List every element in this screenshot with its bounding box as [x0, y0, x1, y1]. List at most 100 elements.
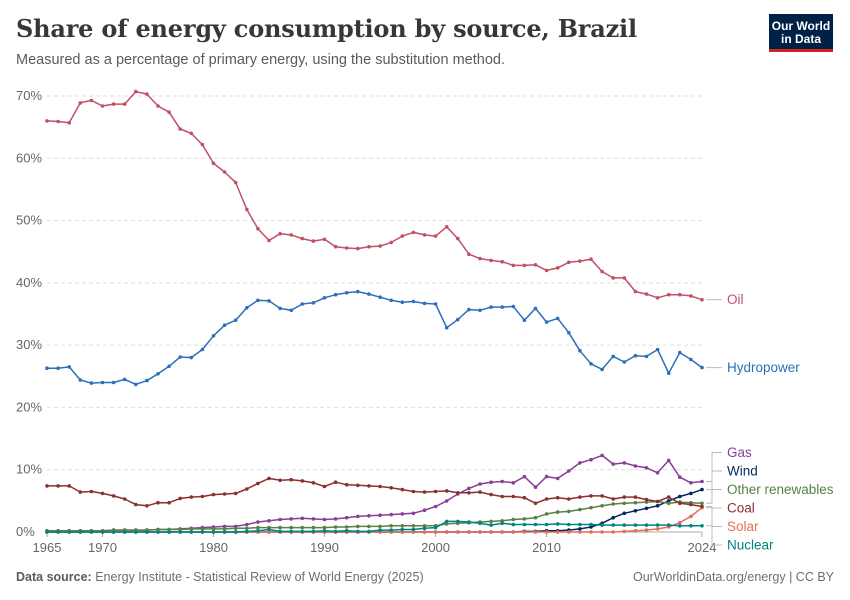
data-point-oil[interactable]: [122, 102, 127, 106]
data-point-coal[interactable]: [145, 504, 149, 508]
data-point-gas[interactable]: [333, 517, 338, 521]
data-point-gas[interactable]: [600, 453, 604, 458]
data-point-coal[interactable]: [111, 494, 116, 498]
data-point-gas[interactable]: [544, 474, 549, 479]
data-point-other-renewables[interactable]: [278, 525, 282, 530]
data-point-hydropower[interactable]: [233, 318, 238, 323]
data-point-coal[interactable]: [400, 487, 405, 492]
data-point-oil[interactable]: [389, 240, 394, 245]
data-point-coal[interactable]: [356, 483, 360, 488]
data-point-solar[interactable]: [478, 530, 482, 534]
data-point-solar[interactable]: [678, 520, 682, 525]
data-point-hydropower[interactable]: [222, 323, 227, 328]
data-point-nuclear[interactable]: [233, 530, 238, 534]
data-point-nuclear[interactable]: [544, 522, 549, 527]
data-point-nuclear[interactable]: [356, 529, 360, 534]
data-point-hydropower[interactable]: [311, 301, 316, 305]
data-point-gas[interactable]: [678, 475, 682, 480]
data-point-nuclear[interactable]: [378, 528, 382, 532]
data-point-hydropower[interactable]: [122, 377, 127, 382]
data-point-gas[interactable]: [400, 512, 405, 516]
series-line-coal[interactable]: [47, 477, 703, 508]
data-point-oil[interactable]: [478, 256, 482, 261]
data-point-oil[interactable]: [167, 110, 171, 114]
data-point-nuclear[interactable]: [278, 529, 282, 534]
data-point-gas[interactable]: [222, 524, 227, 529]
data-point-hydropower[interactable]: [522, 318, 527, 323]
data-point-solar[interactable]: [600, 530, 604, 534]
data-point-hydropower[interactable]: [267, 299, 271, 303]
data-point-coal[interactable]: [233, 491, 238, 496]
data-point-nuclear[interactable]: [578, 522, 582, 527]
data-point-coal[interactable]: [311, 481, 316, 485]
data-point-nuclear[interactable]: [633, 523, 638, 527]
data-point-coal[interactable]: [433, 489, 438, 494]
data-point-oil[interactable]: [644, 292, 649, 296]
data-point-wind[interactable]: [655, 504, 660, 508]
data-point-other-renewables[interactable]: [156, 527, 160, 532]
data-point-wind[interactable]: [689, 491, 693, 496]
data-point-other-renewables[interactable]: [644, 500, 649, 504]
data-point-coal[interactable]: [389, 486, 394, 490]
data-point-coal[interactable]: [256, 481, 260, 486]
data-point-nuclear[interactable]: [533, 522, 538, 527]
data-point-coal[interactable]: [134, 502, 138, 507]
data-point-gas[interactable]: [422, 508, 427, 512]
data-point-other-renewables[interactable]: [600, 504, 604, 508]
data-point-other-renewables[interactable]: [378, 524, 382, 529]
data-point-other-renewables[interactable]: [233, 526, 238, 531]
data-point-gas[interactable]: [644, 466, 649, 470]
data-point-oil[interactable]: [378, 244, 382, 248]
data-point-hydropower[interactable]: [356, 289, 360, 294]
data-point-nuclear[interactable]: [655, 523, 660, 527]
legend-label-hydropower[interactable]: Hydropower: [727, 360, 800, 375]
data-point-oil[interactable]: [178, 127, 182, 131]
data-point-gas[interactable]: [245, 522, 249, 527]
data-point-coal[interactable]: [45, 484, 49, 488]
data-point-gas[interactable]: [267, 519, 271, 523]
data-point-hydropower[interactable]: [145, 378, 149, 383]
data-point-hydropower[interactable]: [444, 325, 449, 330]
data-point-hydropower[interactable]: [56, 366, 60, 371]
data-point-hydropower[interactable]: [544, 320, 549, 324]
data-point-nuclear[interactable]: [389, 528, 394, 532]
data-point-hydropower[interactable]: [689, 357, 693, 362]
data-point-gas[interactable]: [611, 462, 615, 466]
data-point-gas[interactable]: [533, 485, 538, 490]
data-point-hydropower[interactable]: [467, 307, 471, 312]
data-point-hydropower[interactable]: [67, 365, 71, 369]
data-point-gas[interactable]: [511, 481, 516, 485]
data-point-hydropower[interactable]: [189, 355, 194, 360]
data-point-hydropower[interactable]: [611, 354, 615, 359]
data-point-nuclear[interactable]: [67, 530, 71, 534]
data-point-other-renewables[interactable]: [167, 527, 171, 532]
data-point-other-renewables[interactable]: [300, 525, 305, 530]
data-point-nuclear[interactable]: [189, 530, 194, 534]
data-point-gas[interactable]: [567, 469, 571, 473]
data-point-oil[interactable]: [156, 104, 160, 108]
data-point-coal[interactable]: [378, 484, 382, 489]
data-point-coal[interactable]: [533, 501, 538, 506]
data-point-hydropower[interactable]: [167, 364, 171, 369]
data-point-hydropower[interactable]: [256, 298, 260, 303]
data-point-other-renewables[interactable]: [400, 524, 405, 528]
data-point-solar[interactable]: [522, 530, 527, 534]
data-point-oil[interactable]: [67, 121, 71, 125]
data-point-hydropower[interactable]: [156, 372, 160, 376]
series-oil[interactable]: [45, 89, 704, 302]
data-point-hydropower[interactable]: [533, 306, 538, 311]
data-point-hydropower[interactable]: [433, 302, 438, 306]
data-point-oil[interactable]: [278, 231, 282, 236]
data-point-other-renewables[interactable]: [700, 501, 704, 506]
data-point-hydropower[interactable]: [389, 298, 394, 303]
data-point-solar[interactable]: [544, 530, 549, 534]
data-point-gas[interactable]: [444, 499, 449, 503]
data-point-oil[interactable]: [111, 102, 116, 106]
data-point-coal[interactable]: [622, 495, 627, 499]
data-point-nuclear[interactable]: [644, 523, 649, 527]
data-point-other-renewables[interactable]: [567, 509, 571, 514]
data-point-gas[interactable]: [278, 517, 282, 522]
data-point-oil[interactable]: [222, 170, 227, 174]
data-point-oil[interactable]: [134, 89, 138, 94]
data-point-hydropower[interactable]: [622, 360, 627, 364]
